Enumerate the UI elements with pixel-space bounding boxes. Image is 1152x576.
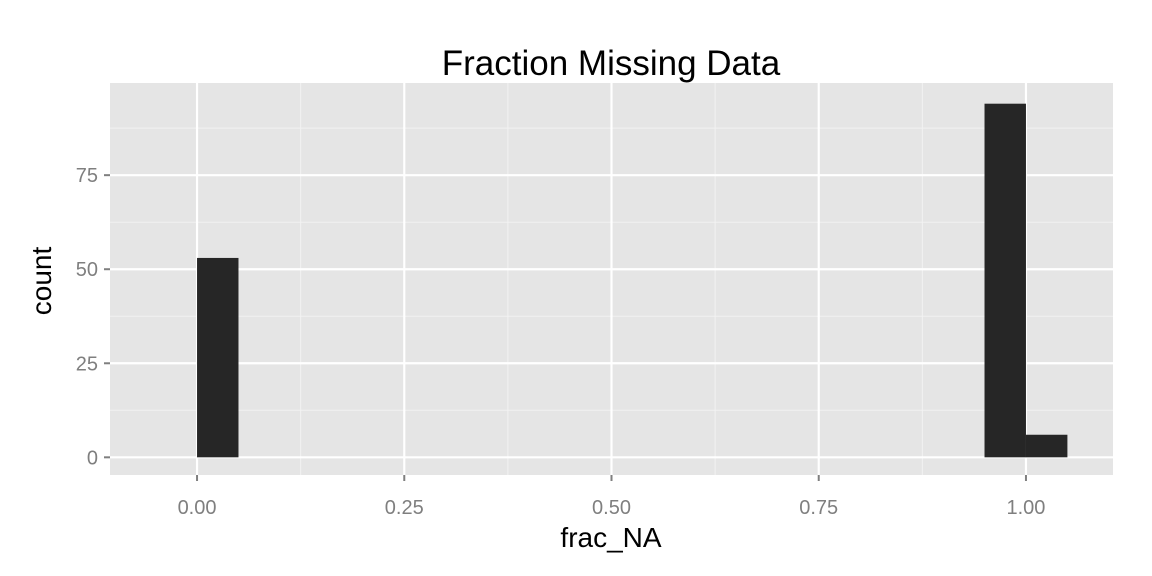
x-tick-label: 0.75 (799, 497, 838, 519)
y-tick-label: 50 (76, 259, 98, 281)
histogram-bar (197, 257, 239, 458)
y-axis-ticks: 0 25 50 75 (76, 165, 110, 469)
x-tick-label: 0.25 (385, 497, 424, 519)
x-axis-title: frac_NA (560, 522, 661, 553)
histogram-bar (984, 103, 1026, 458)
major-gridlines (110, 83, 1113, 475)
histogram-bars (197, 103, 1068, 458)
x-tick-label: 0.50 (592, 497, 631, 519)
x-tick-label: 0.00 (178, 497, 217, 519)
histogram-bar (1025, 434, 1068, 458)
x-axis-ticks: 0.00 0.25 0.50 0.75 1.00 (178, 475, 1045, 519)
y-tick-label: 75 (76, 165, 98, 187)
x-tick-label: 1.00 (1006, 497, 1045, 519)
y-tick-label: 0 (87, 447, 98, 469)
chart-title: Fraction Missing Data (442, 44, 781, 83)
y-axis-title: count (26, 247, 57, 316)
y-tick-label: 25 (76, 353, 98, 375)
